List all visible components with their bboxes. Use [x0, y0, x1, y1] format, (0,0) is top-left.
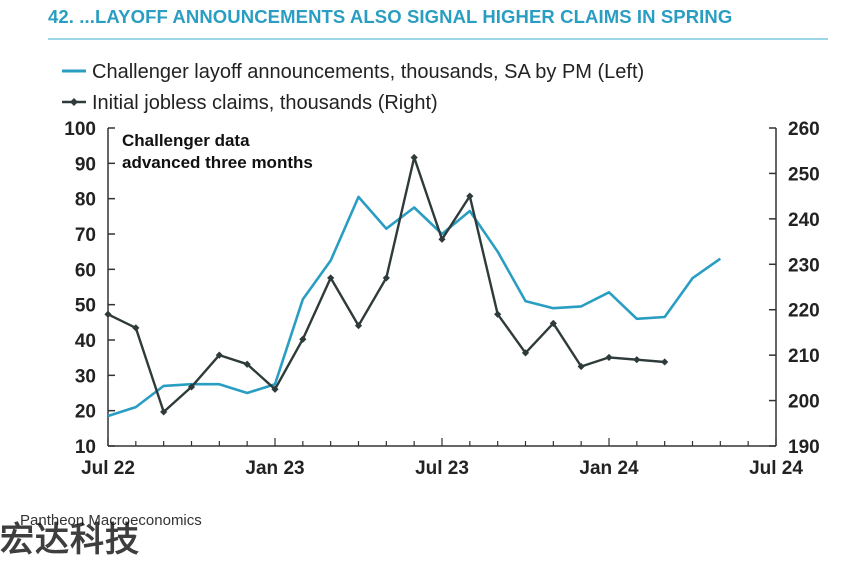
annotation: Challenger data advanced three months — [122, 131, 313, 172]
series-layer — [104, 153, 722, 418]
y-right-tick-label: 260 — [788, 119, 820, 140]
claims-point — [410, 153, 418, 162]
y-left-tick-label: 70 — [75, 225, 96, 246]
x-tick-label: Jul 22 — [81, 458, 135, 479]
claims-point — [354, 322, 363, 330]
y-left-tick-label: 60 — [75, 260, 96, 281]
y-left-tick-label: 40 — [75, 331, 96, 352]
claims-point — [160, 408, 168, 416]
legend-label-claims: Initial jobless claims, thousands (Right… — [92, 92, 438, 114]
claims-point — [494, 310, 502, 318]
x-tick-label: Jul 23 — [415, 458, 469, 479]
claims-point — [104, 310, 112, 318]
claims-point — [271, 385, 279, 393]
source-label: Pantheon Macroeconomics — [20, 512, 202, 529]
axes: 10 20 30 40 50 60 70 80 90 100 190 200 210 220 230 240 2… — [64, 119, 819, 479]
legend-label-challenger: Challenger layoff announcements, thousan… — [92, 61, 644, 83]
x-tick-label: Jul 24 — [749, 458, 803, 479]
claims-point — [605, 353, 613, 362]
y-left-tick-label: 50 — [75, 296, 96, 317]
claims-point — [633, 356, 641, 364]
y-right-tick-label: 210 — [788, 346, 820, 367]
claims-point — [187, 383, 196, 391]
claims-point — [382, 274, 390, 282]
claims-point — [132, 324, 140, 332]
series-line-claims — [107, 156, 665, 414]
series-line-challenger — [107, 195, 722, 418]
annotation-line-2: advanced three months — [122, 153, 313, 172]
claims-point — [327, 274, 335, 282]
y-right-tick-label: 230 — [788, 255, 820, 276]
y-right-tick-label: 190 — [788, 437, 820, 458]
title-divider — [48, 38, 828, 40]
claims-point — [243, 360, 251, 368]
claims-point — [299, 335, 307, 343]
x-tick-label: Jan 24 — [579, 458, 639, 479]
y-right-tick-label: 200 — [788, 392, 820, 413]
claims-point — [661, 358, 669, 366]
y-left-tick-label: 20 — [75, 402, 96, 423]
legend: Challenger layoff announcements, thousan… — [62, 61, 644, 114]
watermark-text: 宏达科技 — [0, 520, 140, 560]
y-left-tick-label: 80 — [75, 190, 96, 211]
y-left-tick-label: 100 — [64, 119, 96, 140]
claims-point — [215, 351, 223, 359]
y-left-tick-label: 30 — [75, 366, 96, 387]
legend-marker-claims — [70, 98, 78, 106]
claims-point — [577, 362, 585, 371]
y-left-tick-label: 90 — [75, 154, 96, 175]
claims-point — [466, 192, 474, 200]
claims-point — [521, 349, 530, 357]
chart-title: 42. ...LAYOFF ANNOUNCEMENTS ALSO SIGNAL … — [48, 6, 733, 27]
y-right-tick-label: 220 — [788, 301, 820, 322]
y-right-tick-label: 240 — [788, 210, 820, 231]
y-right-tick-label: 250 — [788, 164, 820, 185]
annotation-line-1: Challenger data — [122, 131, 250, 150]
y-left-tick-label: 10 — [75, 437, 96, 458]
x-tick-label: Jan 23 — [245, 458, 304, 479]
claims-point — [438, 235, 446, 243]
claims-point — [549, 319, 557, 327]
